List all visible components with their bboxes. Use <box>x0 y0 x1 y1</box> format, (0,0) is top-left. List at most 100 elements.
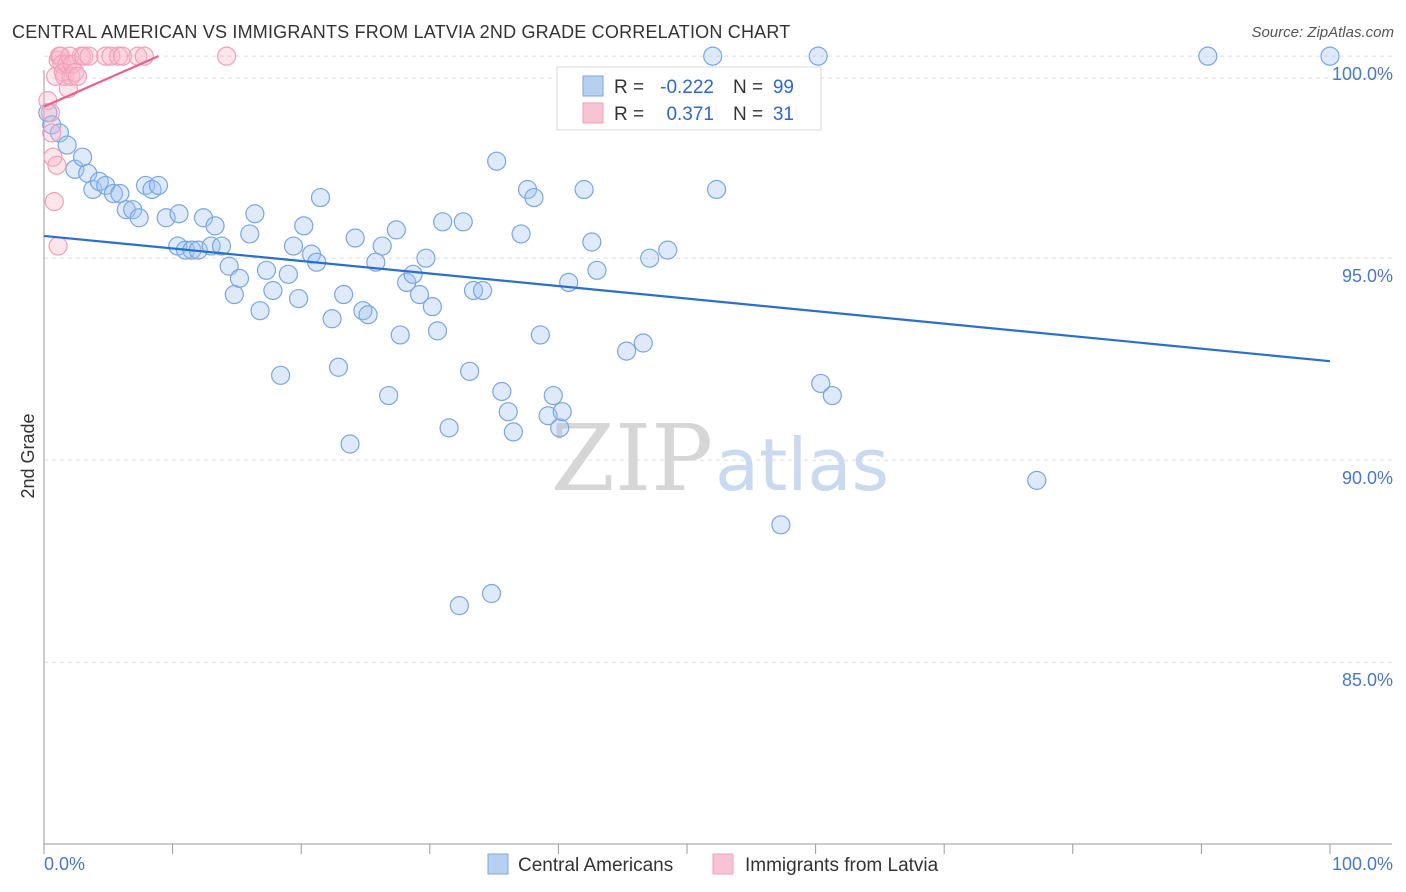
point-central-americans <box>156 208 176 228</box>
point-central-americans <box>574 179 594 200</box>
point-central-americans <box>250 301 270 321</box>
point-central-americans <box>49 123 70 143</box>
point-latvia <box>79 46 99 66</box>
legend-n-label: N = <box>733 104 763 125</box>
point-central-americans <box>427 321 448 341</box>
point-central-americans <box>503 422 523 442</box>
point-central-americans <box>530 325 550 345</box>
legend-n-value: 31 <box>773 104 794 125</box>
point-central-americans <box>449 596 469 616</box>
legend-swatch-latvia <box>582 102 604 124</box>
watermark-zip: ZIP <box>551 405 713 512</box>
point-central-americans <box>439 418 459 438</box>
point-central-americans <box>409 284 430 305</box>
legend-n-value: 99 <box>773 77 794 98</box>
x-tick-label: 0.0% <box>44 854 85 874</box>
point-central-americans <box>294 216 314 236</box>
point-central-americans <box>334 284 354 305</box>
point-central-americans <box>433 212 453 232</box>
y-tick-label: 100.0% <box>1332 64 1393 84</box>
point-central-americans <box>550 418 570 438</box>
point-central-americans <box>811 373 831 394</box>
point-central-americans <box>511 224 531 244</box>
point-central-americans <box>481 583 502 604</box>
legend-r-value: -0.222 <box>660 77 714 98</box>
point-central-americans <box>492 381 512 402</box>
point-central-americans <box>633 333 653 353</box>
point-central-americans <box>658 240 678 260</box>
point-latvia <box>112 46 133 66</box>
point-central-americans <box>263 280 283 301</box>
legend-r-label: R = <box>614 77 644 98</box>
point-central-americans <box>110 183 130 204</box>
point-latvia <box>217 46 237 66</box>
point-latvia <box>48 236 68 256</box>
point-central-americans <box>498 402 518 422</box>
point-central-americans <box>240 224 260 244</box>
y-tick-label: 85.0% <box>1342 670 1393 690</box>
point-central-americans <box>245 204 265 224</box>
point-central-americans <box>169 204 189 224</box>
point-central-americans <box>358 305 378 325</box>
point-central-americans <box>201 236 221 256</box>
point-central-americans <box>271 365 291 385</box>
point-central-americans <box>310 187 331 208</box>
point-central-americans <box>372 236 392 256</box>
y-tick-label: 95.0% <box>1342 266 1393 286</box>
point-central-americans <box>1198 46 1218 66</box>
point-latvia <box>67 66 88 86</box>
point-central-americans <box>345 228 365 248</box>
source-label: Source: ZipAtlas.com <box>1251 24 1394 41</box>
point-central-americans <box>1320 46 1340 66</box>
point-central-americans <box>390 325 410 345</box>
gridlines <box>44 55 1392 663</box>
trend-line-latvia <box>43 55 159 108</box>
trend-lines <box>43 55 1331 363</box>
point-central-americans <box>524 187 544 208</box>
point-central-americans <box>587 260 607 280</box>
point-central-americans <box>283 236 304 256</box>
point-latvia <box>74 46 94 66</box>
point-central-americans <box>103 183 124 204</box>
legend-r-label: R = <box>614 104 644 125</box>
point-central-americans <box>211 236 232 256</box>
point-central-americans <box>278 264 298 284</box>
point-central-americans <box>616 341 637 361</box>
trend-line-central-americans <box>43 234 1331 363</box>
point-central-americans <box>322 309 342 329</box>
point-central-americans <box>205 216 225 236</box>
point-central-americans <box>148 175 169 196</box>
point-central-americans <box>538 406 558 426</box>
point-central-americans <box>366 252 386 272</box>
point-central-americans <box>229 268 250 288</box>
watermark: ZIP atlas <box>551 405 889 512</box>
point-latvia <box>44 192 64 212</box>
y-axis-label: 2nd Grade <box>18 413 38 498</box>
point-central-americans <box>543 385 563 406</box>
point-central-americans <box>289 288 309 309</box>
point-central-americans <box>1027 470 1047 490</box>
point-central-americans <box>57 135 77 155</box>
point-central-americans <box>460 361 480 381</box>
point-central-americans <box>379 385 399 406</box>
point-central-americans <box>416 248 436 268</box>
axes <box>43 70 1392 854</box>
point-central-americans <box>340 434 360 454</box>
y-tick-label: 90.0% <box>1342 468 1393 488</box>
scatter-points <box>38 46 1340 616</box>
point-central-americans <box>453 212 473 232</box>
series-legend: Central Americans Immigrants from Latvia <box>487 853 939 876</box>
legend-r-value: 0.371 <box>666 104 714 125</box>
point-central-americans <box>703 46 723 66</box>
point-latvia <box>101 46 121 66</box>
point-central-americans <box>487 151 507 171</box>
point-latvia <box>42 123 62 143</box>
point-central-americans <box>386 220 406 240</box>
point-central-americans <box>771 515 791 535</box>
point-central-americans <box>72 147 93 167</box>
legend-n-label: N = <box>733 77 763 98</box>
chart-title: CENTRAL AMERICAN VS IMMIGRANTS FROM LATV… <box>12 22 791 42</box>
series-legend-latvia: Immigrants from Latvia <box>745 855 939 876</box>
watermark-atlas: atlas <box>715 423 889 507</box>
